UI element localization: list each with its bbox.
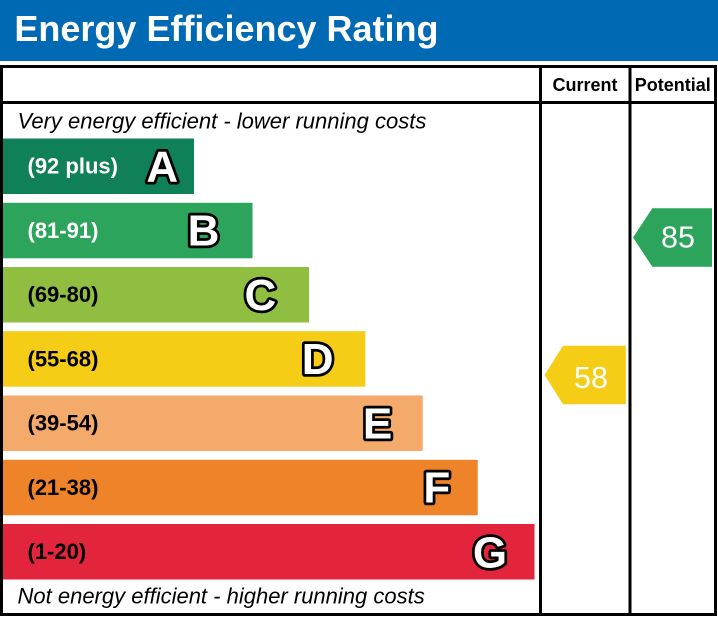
svg-text:Energy Efficiency Rating: Energy Efficiency Rating — [14, 8, 438, 49]
svg-text:(39-54): (39-54) — [28, 411, 99, 436]
svg-text:G: G — [473, 528, 507, 577]
svg-text:Potential: Potential — [635, 75, 711, 95]
svg-text:B: B — [188, 207, 220, 256]
svg-text:Very energy efficient - lower: Very energy efficient - lower running co… — [18, 109, 427, 134]
svg-text:(69-80): (69-80) — [28, 282, 99, 307]
svg-text:C: C — [245, 271, 277, 320]
svg-text:Current: Current — [552, 75, 617, 95]
svg-text:(1-20): (1-20) — [28, 539, 87, 564]
svg-text:A: A — [146, 142, 178, 191]
svg-text:(55-68): (55-68) — [28, 346, 99, 371]
svg-text:85: 85 — [661, 220, 695, 254]
svg-text:Not energy efficient - higher: Not energy efficient - higher running co… — [18, 584, 425, 609]
svg-text:E: E — [363, 399, 392, 448]
svg-text:(81-91): (81-91) — [28, 218, 99, 243]
svg-text:D: D — [302, 335, 334, 384]
svg-text:(92 plus): (92 plus) — [28, 154, 118, 179]
svg-text:(21-38): (21-38) — [28, 475, 99, 500]
svg-text:F: F — [423, 464, 450, 513]
svg-text:58: 58 — [574, 361, 608, 395]
